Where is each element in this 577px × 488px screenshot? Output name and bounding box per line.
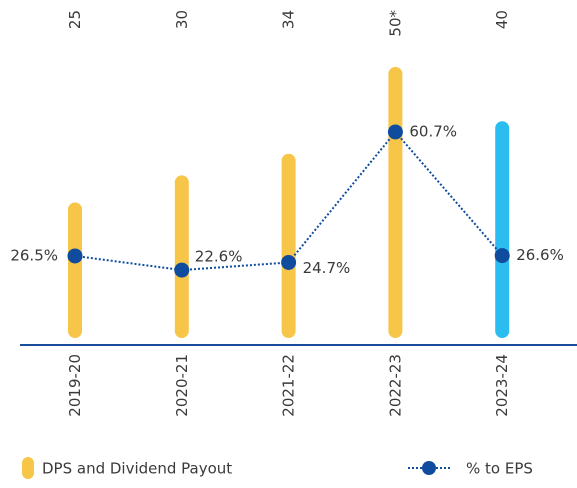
x-tick-label: 2020-21 <box>173 354 191 417</box>
bar-value-label: 40 <box>493 10 511 29</box>
bar-value-label: 50* <box>386 10 404 37</box>
line-point <box>387 124 403 140</box>
bar-value-label: 34 <box>280 10 298 29</box>
x-tick-label: 2022-23 <box>386 354 404 417</box>
bar-value-label: 30 <box>173 10 191 29</box>
bar <box>174 175 189 338</box>
line-value-label: 26.5% <box>10 246 58 264</box>
line-point <box>67 248 83 264</box>
line-value-label: 24.7% <box>303 259 351 277</box>
legend-label: % to EPS <box>466 460 533 478</box>
line-value-label: 26.6% <box>516 246 564 264</box>
line-value-label: 60.7% <box>409 122 457 140</box>
bar-value-label: 25 <box>66 10 84 29</box>
x-tick-label: 2023-24 <box>493 354 511 417</box>
line <box>74 130 503 272</box>
line-point <box>494 248 510 264</box>
line-point <box>174 262 190 278</box>
bar <box>281 153 296 338</box>
x-tick-label: 2019-20 <box>66 354 84 417</box>
legend-dot <box>422 461 436 475</box>
bar <box>388 67 403 338</box>
legend-bar-swatch <box>22 457 34 479</box>
x-tick-label: 2021-22 <box>280 354 298 417</box>
bar <box>495 121 510 338</box>
legend-label: DPS and Dividend Payout <box>42 460 232 478</box>
bar <box>68 202 82 338</box>
line-value-label: 22.6% <box>195 248 243 266</box>
line-point <box>281 254 297 270</box>
